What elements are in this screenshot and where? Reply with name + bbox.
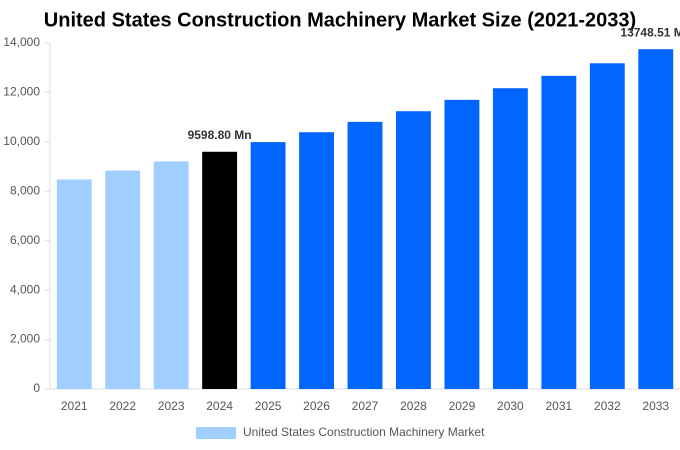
x-tick-label: 2030 (497, 399, 524, 413)
x-tick-label: 2027 (352, 399, 379, 413)
y-tick-label: 6,000 (10, 233, 40, 247)
x-tick-label: 2025 (255, 399, 282, 413)
bar (492, 88, 528, 389)
value-label: 9598.80 Mn (188, 128, 252, 142)
x-tick-label: 2028 (400, 399, 427, 413)
bar (396, 111, 431, 389)
value-label: 13748.51 Mn (620, 25, 680, 39)
legend-swatch (196, 427, 236, 439)
x-tick-label: 2029 (449, 399, 476, 413)
bar (589, 63, 625, 389)
x-tick-label: 2021 (61, 399, 88, 413)
bar (202, 151, 238, 389)
x-tick-label: 2026 (303, 399, 330, 413)
bar (638, 49, 674, 390)
bar (250, 142, 286, 389)
bar (541, 75, 577, 390)
bar (299, 132, 334, 389)
bar (444, 99, 480, 389)
y-tick-label: 4,000 (10, 282, 40, 296)
y-tick-label: 14,000 (3, 35, 40, 49)
bar (347, 121, 383, 390)
y-tick-label: 10,000 (3, 134, 40, 148)
x-tick-label: 2022 (109, 399, 136, 413)
x-tick-label: 2024 (206, 399, 233, 413)
bar (56, 179, 92, 389)
x-tick-label: 2031 (545, 399, 572, 413)
bar (105, 170, 141, 389)
bar (153, 161, 189, 389)
y-tick-label: 12,000 (3, 85, 40, 99)
y-tick-label: 2,000 (10, 332, 40, 346)
x-tick-label: 2033 (642, 399, 669, 413)
chart-title: United States Construction Machinery Mar… (44, 9, 636, 31)
x-tick-label: 2032 (594, 399, 621, 413)
y-tick-label: 0 (33, 381, 40, 395)
y-tick-label: 8,000 (10, 183, 40, 197)
x-tick-label: 2023 (158, 399, 185, 413)
legend-label: United States Construction Machinery Mar… (243, 425, 485, 439)
